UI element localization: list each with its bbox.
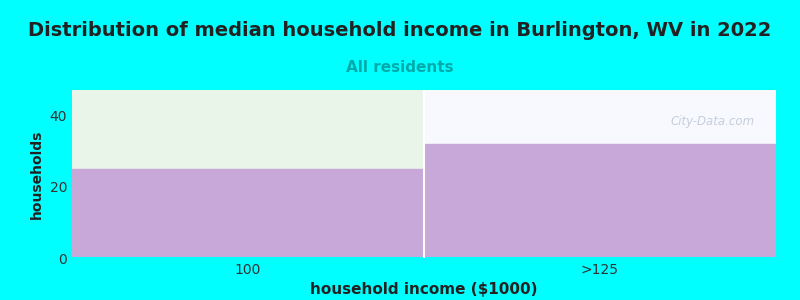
Y-axis label: households: households xyxy=(30,129,44,219)
Bar xyxy=(424,90,776,144)
Bar xyxy=(72,169,424,258)
X-axis label: household income ($1000): household income ($1000) xyxy=(310,282,538,297)
Text: City-Data.com: City-Data.com xyxy=(670,115,755,128)
Bar xyxy=(424,144,776,258)
Text: Distribution of median household income in Burlington, WV in 2022: Distribution of median household income … xyxy=(28,21,772,40)
Text: All residents: All residents xyxy=(346,60,454,75)
Bar xyxy=(72,90,424,169)
